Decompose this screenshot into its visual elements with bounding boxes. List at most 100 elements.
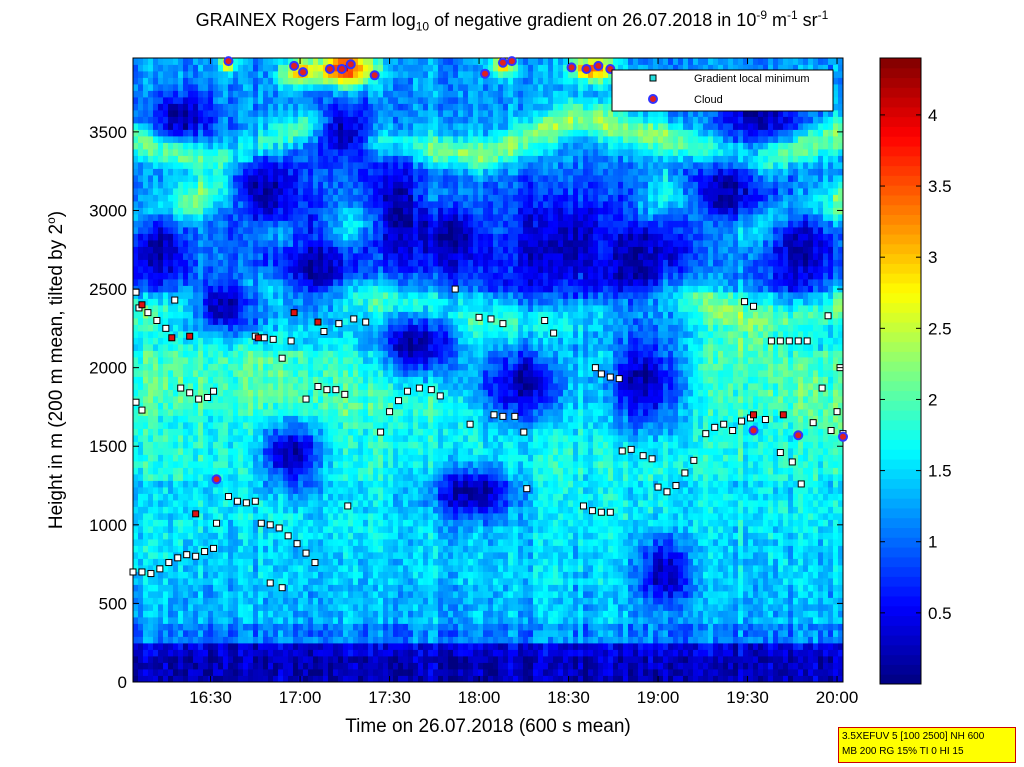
heatmap-cell xyxy=(388,214,394,221)
heatmap-cell xyxy=(258,415,264,423)
heatmap-cell xyxy=(183,363,189,371)
heatmap-cell xyxy=(373,285,379,293)
heatmap-cell xyxy=(293,97,299,104)
heatmap-cell xyxy=(323,90,329,98)
heatmap-cell xyxy=(133,409,139,416)
heatmap-cell xyxy=(163,266,169,273)
heatmap-cell xyxy=(163,136,169,143)
heatmap-cell xyxy=(308,285,314,293)
heatmap-cell xyxy=(233,259,239,267)
heatmap-cell xyxy=(263,552,269,559)
heatmap-cell xyxy=(308,435,314,442)
heatmap-cell xyxy=(198,383,204,390)
heatmap-cell xyxy=(298,584,304,592)
heatmap-cell xyxy=(383,454,389,462)
heatmap-cell xyxy=(133,552,139,559)
heatmap-cell xyxy=(248,103,254,111)
heatmap-cell xyxy=(223,103,229,111)
heatmap-cell xyxy=(153,97,159,104)
heatmap-cell xyxy=(208,266,214,273)
heatmap-cell xyxy=(148,565,154,572)
heatmap-cell xyxy=(218,480,224,488)
heatmap-cell xyxy=(303,136,309,143)
heatmap-cell xyxy=(133,584,139,592)
heatmap-cell xyxy=(293,402,299,410)
heatmap-cell xyxy=(213,617,219,624)
heatmap-cell xyxy=(268,227,274,234)
heatmap-cell xyxy=(363,357,369,364)
heatmap-cell xyxy=(293,571,299,579)
heatmap-cell xyxy=(333,64,339,72)
heatmap-cell xyxy=(198,344,204,351)
heatmap-cell xyxy=(183,636,189,644)
heatmap-cell xyxy=(213,513,219,520)
heatmap-cell xyxy=(273,64,279,72)
heatmap-cell xyxy=(373,188,379,195)
heatmap-cell xyxy=(143,181,149,189)
heatmap-cell xyxy=(233,474,239,481)
heatmap-cell xyxy=(188,526,194,533)
heatmap-cell xyxy=(163,565,169,572)
heatmap-cell xyxy=(273,77,279,85)
heatmap-cell xyxy=(208,370,214,377)
heatmap-cell xyxy=(268,253,274,260)
heatmap-cell xyxy=(168,84,174,91)
heatmap-cell xyxy=(168,467,174,475)
heatmap-cell xyxy=(228,116,234,124)
heatmap-cell xyxy=(368,318,374,325)
heatmap-cell xyxy=(208,64,214,72)
heatmap-cell xyxy=(138,64,144,72)
heatmap-cell xyxy=(373,376,379,384)
heatmap-cell xyxy=(223,370,229,377)
heatmap-cell xyxy=(268,77,274,85)
heatmap-cell xyxy=(303,389,309,397)
heatmap-cell xyxy=(373,344,379,351)
heatmap-cell xyxy=(198,233,204,241)
heatmap-cell xyxy=(383,500,389,507)
heatmap-cell xyxy=(213,461,219,468)
heatmap-cell xyxy=(263,565,269,572)
heatmap-cell xyxy=(278,324,284,332)
heatmap-cell xyxy=(133,337,139,345)
heatmap-cell xyxy=(268,532,274,540)
heatmap-cell xyxy=(308,389,314,397)
heatmap-cell xyxy=(183,324,189,332)
heatmap-cell xyxy=(268,155,274,163)
heatmap-cell xyxy=(133,201,139,208)
heatmap-cell xyxy=(303,116,309,124)
heatmap-cell xyxy=(303,506,309,514)
heatmap-cell xyxy=(338,266,344,273)
heatmap-cell xyxy=(263,201,269,208)
heatmap-cell xyxy=(263,448,269,455)
heatmap-cell xyxy=(143,649,149,657)
heatmap-cell xyxy=(323,71,329,78)
heatmap-cell xyxy=(168,506,174,514)
heatmap-cell xyxy=(218,123,224,130)
heatmap-cell xyxy=(378,227,384,234)
heatmap-cell xyxy=(383,604,389,611)
heatmap-cell xyxy=(283,292,289,299)
heatmap-cell xyxy=(218,136,224,143)
heatmap-cell xyxy=(378,181,384,189)
heatmap-cell xyxy=(368,344,374,351)
heatmap-cell xyxy=(248,487,254,494)
heatmap-cell xyxy=(373,110,379,117)
heatmap-cell xyxy=(278,370,284,377)
heatmap-cell xyxy=(278,383,284,390)
heatmap-cell xyxy=(298,90,304,98)
heatmap-cell xyxy=(353,617,359,624)
heatmap-cell xyxy=(358,636,364,644)
heatmap-cell xyxy=(223,77,229,85)
heatmap-cell xyxy=(283,422,289,429)
heatmap-cell xyxy=(208,669,214,676)
heatmap-cell xyxy=(253,298,259,306)
heatmap-cell xyxy=(143,636,149,644)
heatmap-cell xyxy=(158,409,164,416)
heatmap-cell xyxy=(218,240,224,247)
heatmap-cell xyxy=(318,155,324,163)
heatmap-cell xyxy=(138,344,144,351)
heatmap-cell xyxy=(273,623,279,631)
heatmap-cell xyxy=(138,474,144,481)
heatmap-cell xyxy=(298,168,304,176)
heatmap-cell xyxy=(373,331,379,338)
